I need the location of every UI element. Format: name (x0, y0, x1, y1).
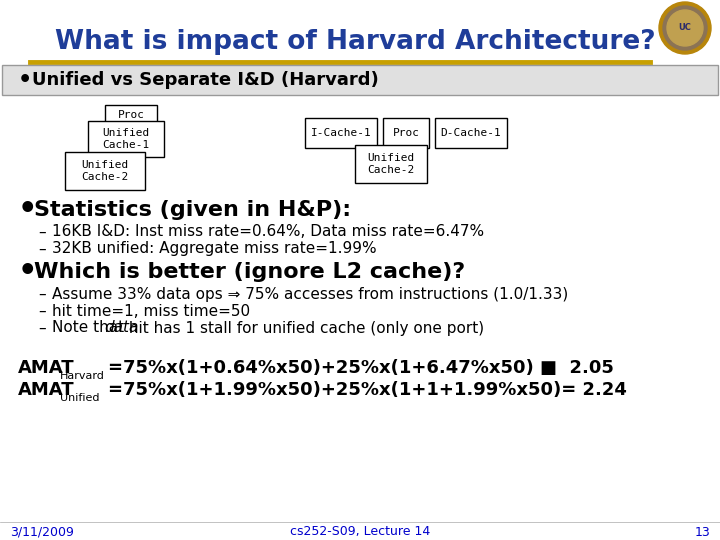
FancyBboxPatch shape (88, 121, 164, 157)
Text: Unified
Cache-2: Unified Cache-2 (81, 160, 129, 182)
Text: 16KB I&D: Inst miss rate=0.64%, Data miss rate=6.47%: 16KB I&D: Inst miss rate=0.64%, Data mis… (52, 225, 484, 240)
Circle shape (667, 10, 703, 46)
Text: 3/11/2009: 3/11/2009 (10, 525, 74, 538)
FancyBboxPatch shape (105, 105, 157, 125)
Text: =75%x(1+0.64%x50)+25%x(1+6.47%x50) ■  2.05: =75%x(1+0.64%x50)+25%x(1+6.47%x50) ■ 2.0… (108, 359, 614, 377)
Text: =75%x(1+1.99%x50)+25%x(1+1+1.99%x50)= 2.24: =75%x(1+1.99%x50)+25%x(1+1+1.99%x50)= 2.… (108, 381, 627, 399)
Text: AMAT: AMAT (18, 381, 75, 399)
FancyBboxPatch shape (2, 65, 718, 95)
Text: UC: UC (678, 24, 691, 32)
Text: Harvard: Harvard (60, 371, 105, 381)
Text: •: • (18, 70, 32, 90)
FancyBboxPatch shape (355, 145, 427, 183)
Text: –: – (38, 321, 45, 335)
Text: cs252-S09, Lecture 14: cs252-S09, Lecture 14 (290, 525, 430, 538)
Text: I-Cache-1: I-Cache-1 (310, 128, 372, 138)
Text: 13: 13 (694, 525, 710, 538)
Text: Unified vs Separate I&D (Harvard): Unified vs Separate I&D (Harvard) (32, 71, 379, 89)
Circle shape (663, 6, 707, 50)
Text: –: – (38, 241, 45, 256)
Text: Unified
Cache-2: Unified Cache-2 (367, 153, 415, 175)
Text: Statistics (given in H&P):: Statistics (given in H&P): (34, 200, 351, 220)
Text: –: – (38, 287, 45, 301)
Text: hit has 1 stall for unified cache (only one port): hit has 1 stall for unified cache (only … (124, 321, 484, 335)
Text: data: data (104, 321, 138, 335)
Text: D-Cache-1: D-Cache-1 (441, 128, 501, 138)
Text: Assume 33% data ops ⇒ 75% accesses from instructions (1.0/1.33): Assume 33% data ops ⇒ 75% accesses from … (52, 287, 568, 301)
Text: Proc: Proc (392, 128, 420, 138)
Text: Which is better (ignore L2 cache)?: Which is better (ignore L2 cache)? (34, 262, 465, 282)
FancyBboxPatch shape (383, 118, 429, 148)
Text: •: • (18, 195, 37, 225)
Text: Unified
Cache-1: Unified Cache-1 (102, 128, 150, 150)
Text: What is impact of Harvard Architecture?: What is impact of Harvard Architecture? (55, 29, 655, 55)
Text: Unified: Unified (60, 393, 99, 403)
Text: Proc: Proc (117, 110, 145, 120)
Text: AMAT: AMAT (18, 359, 75, 377)
Circle shape (659, 2, 711, 54)
FancyBboxPatch shape (65, 152, 145, 190)
Text: 32KB unified: Aggregate miss rate=1.99%: 32KB unified: Aggregate miss rate=1.99% (52, 241, 377, 256)
Text: •: • (18, 258, 37, 287)
Text: –: – (38, 303, 45, 319)
Text: –: – (38, 225, 45, 240)
FancyBboxPatch shape (305, 118, 377, 148)
FancyBboxPatch shape (435, 118, 507, 148)
Text: hit time=1, miss time=50: hit time=1, miss time=50 (52, 303, 250, 319)
Text: Note that: Note that (52, 321, 129, 335)
